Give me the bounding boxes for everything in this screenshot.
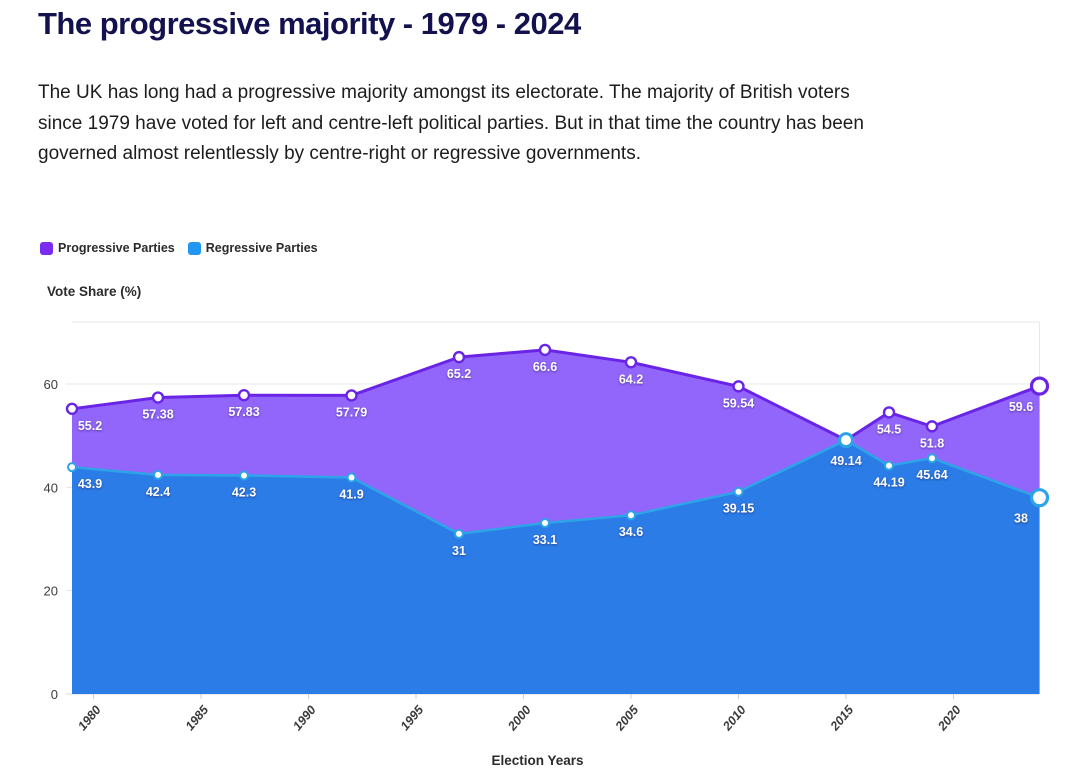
data-point-progressive[interactable] [925, 420, 939, 433]
data-point-label: 57.38 [142, 408, 173, 422]
data-point-label: 45.64 [916, 468, 947, 482]
page-title: The progressive majority - 1979 - 2024 [38, 6, 581, 41]
x-tick-label: 2015 [827, 702, 857, 734]
data-point-label: 44.19 [873, 476, 904, 490]
y-axis-title: Vote Share (%) [47, 284, 142, 299]
data-point-regressive[interactable] [239, 470, 249, 481]
data-point-label: 38 [1014, 512, 1028, 526]
data-point-progressive[interactable] [151, 391, 165, 404]
data-point-regressive[interactable] [153, 469, 163, 480]
y-tick-label: 20 [44, 584, 58, 599]
data-point-progressive[interactable] [65, 402, 79, 416]
data-point-label: 59.54 [723, 396, 754, 410]
data-point-progressive[interactable] [237, 389, 251, 402]
data-point-label: 57.83 [228, 405, 259, 419]
data-point-regressive[interactable] [540, 517, 550, 528]
regressive-swatch-icon [187, 241, 201, 255]
data-point-regressive[interactable] [626, 510, 636, 521]
x-tick-label: 2005 [612, 702, 642, 734]
legend-item-regressive[interactable]: Regressive Parties [187, 241, 318, 255]
data-point-label: 66.6 [533, 360, 557, 374]
data-point-progressive[interactable] [452, 350, 466, 364]
data-point-progressive[interactable] [732, 380, 745, 393]
data-point-label: 43.9 [78, 477, 102, 491]
data-point-label: 65.2 [447, 367, 471, 381]
data-point-progressive[interactable] [1029, 376, 1050, 396]
data-point-label: 49.14 [830, 454, 861, 468]
data-point-regressive[interactable] [346, 472, 357, 483]
data-point-label: 31 [452, 544, 466, 558]
data-point-label: 51.8 [920, 436, 944, 450]
data-point-regressive[interactable] [67, 462, 77, 473]
data-point-regressive[interactable] [838, 432, 854, 449]
area-regressive [72, 440, 1040, 694]
x-tick-label: 1990 [290, 703, 319, 733]
data-point-label: 34.6 [619, 525, 643, 539]
x-tick-label: 2010 [720, 703, 749, 734]
data-point-label: 41.9 [339, 488, 363, 502]
data-point-regressive[interactable] [1029, 488, 1050, 508]
x-tick-label: 1995 [398, 702, 427, 733]
data-point-label: 42.3 [232, 485, 256, 499]
x-tick-label: 2000 [505, 703, 534, 734]
x-tick-label: 2020 [935, 703, 964, 734]
y-tick-label: 0 [51, 687, 58, 702]
data-point-regressive[interactable] [884, 460, 894, 471]
data-point-regressive[interactable] [454, 528, 464, 539]
y-tick-label: 40 [44, 480, 58, 495]
data-point-label: 39.15 [723, 502, 754, 516]
data-point-label: 42.4 [146, 485, 170, 499]
line-regressive [71, 438, 1040, 536]
data-point-label: 54.5 [877, 422, 901, 436]
legend-label: Regressive Parties [205, 241, 318, 255]
x-tick-label: 1985 [183, 702, 212, 733]
data-point-progressive[interactable] [624, 356, 638, 369]
intro-paragraph: The UK has long had a progressive majori… [38, 82, 864, 164]
data-point-regressive[interactable] [733, 486, 744, 497]
data-point-progressive[interactable] [538, 343, 552, 357]
data-point-regressive[interactable] [927, 453, 937, 464]
data-point-label: 55.2 [78, 419, 102, 433]
line-progressive [71, 348, 1041, 442]
data-point-label: 59.6 [1009, 400, 1033, 414]
y-tick-label: 60 [44, 377, 58, 392]
x-axis-title: Election Years [491, 753, 584, 768]
legend-item-progressive[interactable]: Progressive Parties [40, 241, 175, 255]
data-point-label: 33.1 [533, 533, 557, 547]
chart-legend: Progressive Parties Regressive Parties [40, 241, 318, 255]
vote-share-area-chart: 55.2 57.38 57.83 57.79 65.2 66.6 64.2 59.54 49.1… [44, 321, 1050, 734]
data-point-progressive[interactable] [345, 389, 358, 402]
legend-label: Progressive Parties [58, 241, 175, 255]
data-point-progressive[interactable] [882, 406, 896, 419]
data-point-label: 57.79 [336, 405, 367, 419]
progressive-swatch-icon [40, 241, 53, 255]
x-tick-label: 1980 [75, 703, 104, 733]
data-point-label: 64.2 [619, 372, 643, 386]
